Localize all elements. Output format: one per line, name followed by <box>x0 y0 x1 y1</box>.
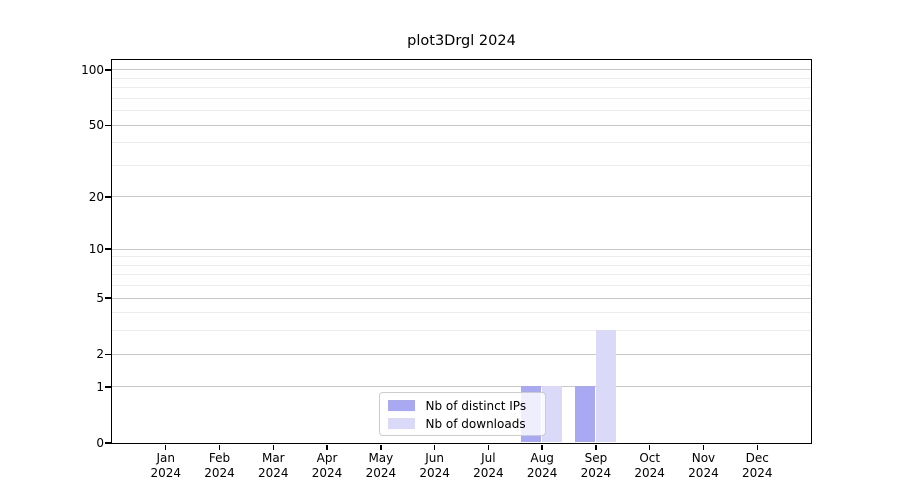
chart-title: plot3Drgl 2024 <box>407 33 516 49</box>
y-axis-tick-label: 0 <box>96 436 104 450</box>
x-axis-tick-label: Oct 2024 <box>634 451 665 480</box>
legend: Nb of distinct IPs Nb of downloads <box>378 391 546 436</box>
x-axis-tick-label: Aug 2024 <box>526 451 558 480</box>
legend-row-distinct-ips: Nb of distinct IPs <box>387 397 537 415</box>
y-axis-tick <box>104 248 111 250</box>
x-axis-tick <box>272 444 274 450</box>
x-axis-tick-label: Jun 2024 <box>419 451 450 480</box>
y-axis-tick-label: 5 <box>96 291 104 306</box>
minor-gridline <box>111 285 811 287</box>
minor-gridline <box>111 142 811 144</box>
y-axis-tick-label: 100 <box>81 62 104 77</box>
minor-gridline <box>111 164 811 166</box>
minor-gridline <box>111 97 811 99</box>
legend-swatch-distinct-ips <box>387 400 415 411</box>
major-gridline <box>111 124 811 126</box>
x-axis-tick <box>595 444 597 450</box>
y-axis-tick-label: 1 <box>96 379 104 394</box>
x-axis-tick-label: Jan 2024 <box>150 451 182 480</box>
x-axis-tick-label: Nov 2024 <box>688 451 719 480</box>
minor-gridline <box>111 110 811 112</box>
x-axis-tick <box>218 444 221 450</box>
minor-gridline <box>111 77 811 79</box>
y-axis-tick <box>104 69 111 71</box>
x-axis-tick-label: May 2024 <box>365 451 397 480</box>
y-axis-tick-label: 10 <box>88 242 104 257</box>
major-gridline <box>111 353 811 355</box>
y-axis-tick <box>104 442 111 444</box>
major-gridline <box>111 196 811 198</box>
x-axis-tick <box>380 444 382 450</box>
major-gridline <box>111 248 811 250</box>
major-gridline <box>111 297 811 299</box>
y-axis-tick <box>104 297 111 299</box>
y-axis-tick <box>104 124 111 126</box>
y-axis-tick <box>104 353 111 355</box>
x-axis-tick-label: Feb 2024 <box>204 451 235 480</box>
minor-gridline <box>111 312 811 314</box>
x-axis-tick-label: Jul 2024 <box>473 451 504 480</box>
y-axis-tick <box>104 196 111 198</box>
y-axis-tick-label: 20 <box>88 189 104 204</box>
x-axis-tick-label: Sep 2024 <box>580 451 612 480</box>
minor-gridline <box>111 264 811 266</box>
x-axis-tick <box>756 444 758 450</box>
bar-distinct-ips-sep <box>574 386 595 443</box>
x-axis-tick <box>702 444 705 450</box>
plot-area: Nb of distinct IPs Nb of downloads <box>110 58 812 444</box>
y-axis-tick-label: 2 <box>96 347 104 362</box>
y-axis-tick-label: 50 <box>88 118 104 133</box>
legend-swatch-downloads <box>387 418 415 429</box>
x-axis-tick <box>541 444 543 450</box>
minor-gridline <box>111 330 811 332</box>
x-axis-tick <box>487 444 490 450</box>
x-axis-tick <box>165 444 167 450</box>
legend-label-distinct-ips: Nb of distinct IPs <box>425 398 527 413</box>
bar-downloads-sep <box>595 330 616 443</box>
minor-gridline <box>111 274 811 276</box>
x-axis-tick-label: Dec 2024 <box>741 451 773 480</box>
minor-gridline <box>111 87 811 89</box>
x-axis-tick-label: Apr 2024 <box>311 451 343 480</box>
major-gridline <box>111 386 811 388</box>
x-axis-tick <box>648 444 651 450</box>
x-axis-tick-label: Mar 2024 <box>258 451 289 480</box>
x-axis-tick <box>326 444 328 450</box>
major-gridline <box>111 69 811 71</box>
x-axis-tick <box>433 444 436 450</box>
bar-downloads-aug <box>542 386 563 443</box>
legend-row-downloads: Nb of downloads <box>387 415 537 433</box>
minor-gridline <box>111 256 811 258</box>
legend-label-downloads: Nb of downloads <box>425 416 526 431</box>
y-axis-tick <box>104 386 111 388</box>
